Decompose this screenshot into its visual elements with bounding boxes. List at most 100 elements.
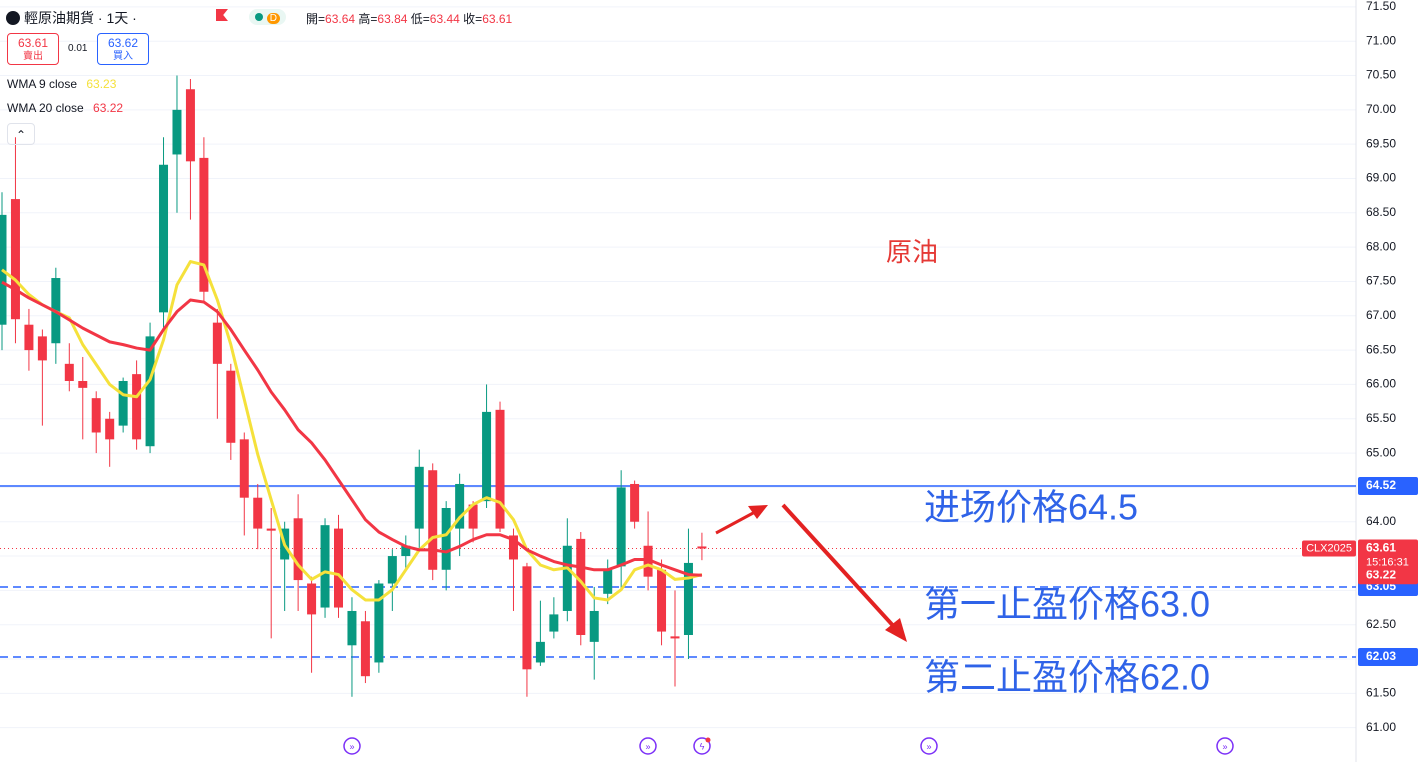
candle-body [64, 363, 74, 381]
ohlc-value: 63.44 [429, 12, 460, 26]
legend-value: 63.23 [86, 77, 117, 91]
axis-price-box [1358, 477, 1418, 496]
y-tick-label: 69.50 [1366, 136, 1396, 150]
grid [0, 6, 1356, 729]
collapse-button[interactable]: ⌃ [7, 123, 35, 145]
wma-line [1, 260, 703, 602]
flag-icon[interactable] [216, 9, 228, 21]
buy-label: 買入 [113, 51, 133, 62]
ohlc-label: 開= [306, 12, 326, 26]
sell-price: 63.61 [17, 36, 49, 50]
candle-body [185, 89, 195, 162]
arrow-head [885, 618, 907, 642]
symbol-icon [6, 11, 20, 25]
candle-body [576, 538, 586, 635]
y-tick-label: 71.50 [1366, 0, 1396, 13]
event-glyph: ϟ [700, 741, 705, 751]
legend-name: WMA 20 close [7, 101, 84, 115]
candle-body [468, 504, 478, 529]
candle-body [226, 370, 236, 443]
axis-price-box [1358, 647, 1418, 666]
sell-label: 賣出 [23, 51, 43, 62]
y-tick-label: 62.50 [1366, 617, 1396, 631]
candle-body [78, 381, 88, 388]
annotation: 第二止盈价格62.0 [924, 657, 1210, 698]
y-tick-label: 68.50 [1366, 205, 1396, 219]
symbol-tag-box [1302, 540, 1356, 557]
axis-price-box [1358, 566, 1418, 585]
event-icon[interactable] [343, 737, 361, 755]
event-icon[interactable] [1216, 737, 1234, 755]
y-tick-label: 69.00 [1366, 171, 1396, 185]
candle-body [603, 569, 613, 594]
candle-body [347, 610, 357, 646]
legend-item: WMA 20 close 63.22 [7, 101, 123, 115]
candle-body [428, 470, 438, 570]
candle-body [414, 466, 424, 529]
arrow-head [748, 505, 768, 519]
y-tick-label: 65.50 [1366, 411, 1396, 425]
y-tick-label: 61.50 [1366, 686, 1396, 700]
axis-price-label: 64.52 [1366, 478, 1396, 492]
y-tick-label: 66.00 [1366, 377, 1396, 391]
candle-body [145, 336, 155, 447]
toolbar-icons: D [216, 9, 286, 25]
candle-body [630, 483, 640, 522]
legend-name: WMA 9 close [7, 77, 78, 91]
candle-body [132, 374, 142, 440]
status-dot [255, 13, 264, 21]
annotation: 第一止盈价格63.0 [924, 584, 1210, 625]
candle-body [508, 535, 518, 560]
buy-button[interactable]: 63.62 買入 [97, 33, 149, 65]
countdown: 15:16:31 [1366, 556, 1409, 568]
y-tick-label: 67.00 [1366, 308, 1396, 322]
candle-body [334, 528, 343, 608]
event-icon[interactable] [693, 737, 711, 755]
candle-body [589, 610, 599, 642]
candle-body [657, 569, 667, 632]
ohlc: 開=63.64 高=63.84 低=63.44 收=63.61 [306, 10, 512, 27]
candle-body [159, 164, 169, 313]
y-tick-label: 68.00 [1366, 239, 1396, 253]
y-tick-label: 64.00 [1366, 514, 1396, 528]
candle-body [239, 439, 249, 498]
candle-body [293, 518, 303, 581]
candle-body [307, 583, 317, 615]
y-tick-label: 67.50 [1366, 274, 1396, 288]
ohlc-label: 低= [410, 12, 430, 26]
axis-price-label: 63.22 [1366, 567, 1396, 581]
candle-body [37, 336, 47, 361]
spread: 0.01 [68, 43, 88, 54]
candle-body [266, 528, 276, 531]
ohlc-label: 收= [463, 12, 483, 26]
legend-item: WMA 9 close 63.23 [7, 77, 116, 91]
candle-body [212, 322, 222, 364]
buy-price: 63.62 [107, 36, 139, 50]
y-tick-label: 61.00 [1366, 720, 1396, 734]
candle-body [105, 418, 115, 440]
event-icons: » » ϟ » » [343, 737, 1234, 755]
event-dot [705, 737, 711, 743]
arrow [781, 503, 899, 632]
candle-body [401, 545, 411, 557]
sell-button[interactable]: 63.61 賣出 [7, 33, 59, 65]
axis-price-label: 62.03 [1366, 649, 1396, 663]
y-tick-label: 71.00 [1366, 33, 1396, 47]
candle-body [199, 157, 209, 292]
candle-body [670, 636, 680, 639]
candle-body [535, 641, 545, 663]
event-icon[interactable] [920, 737, 938, 755]
ohlc-value: 63.84 [377, 12, 408, 26]
candle-body [91, 398, 101, 433]
status-pill: D [249, 9, 286, 25]
candle-body [522, 566, 532, 670]
candle-body [253, 497, 263, 529]
event-glyph: » [645, 741, 650, 751]
candle-body [697, 546, 707, 549]
event-icon[interactable] [639, 737, 657, 755]
event-glyph: » [349, 741, 354, 751]
candle-body [549, 614, 559, 632]
candle-body [24, 324, 34, 351]
last-price-label: 63.61 [1366, 541, 1396, 555]
